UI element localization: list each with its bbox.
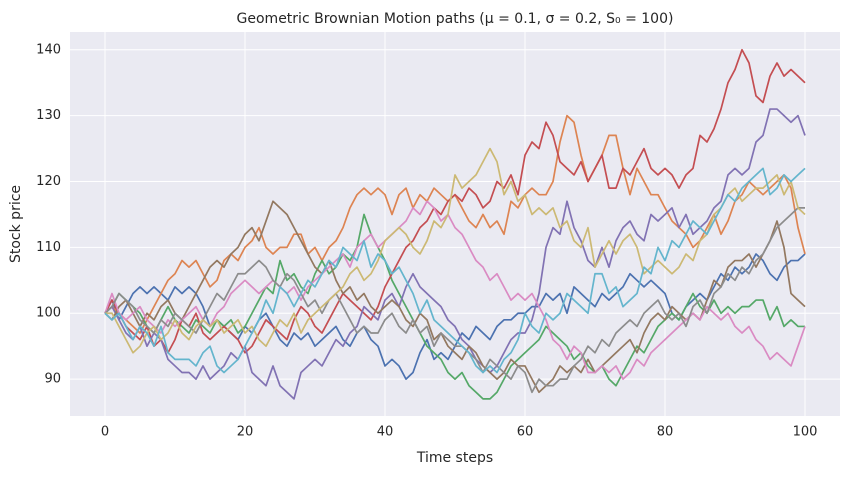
x-tick-label: 0 (101, 425, 109, 440)
y-axis-label: Stock price (8, 185, 24, 263)
series-line (104, 213, 805, 400)
x-tick-label: 20 (237, 425, 254, 440)
y-tick-label: 110 (36, 240, 61, 255)
y-tick-label: 130 (36, 108, 61, 123)
y-tick-label: 90 (44, 372, 61, 387)
y-tick-label: 140 (36, 42, 61, 57)
x-tick-label: 60 (517, 425, 534, 440)
x-tick-label: 40 (377, 425, 394, 440)
x-tick-label: 100 (793, 425, 818, 440)
series-line (104, 108, 806, 400)
series-line (105, 147, 806, 354)
y-tick-label: 100 (36, 306, 61, 321)
series-line (104, 167, 806, 374)
plot-area (70, 32, 840, 416)
chart-title: Geometric Brownian Motion paths (μ = 0.1… (237, 11, 674, 27)
series-line (104, 207, 805, 394)
y-tick-label: 120 (36, 174, 61, 189)
x-tick-label: 80 (657, 425, 674, 440)
x-axis-label: Time steps (416, 450, 493, 466)
